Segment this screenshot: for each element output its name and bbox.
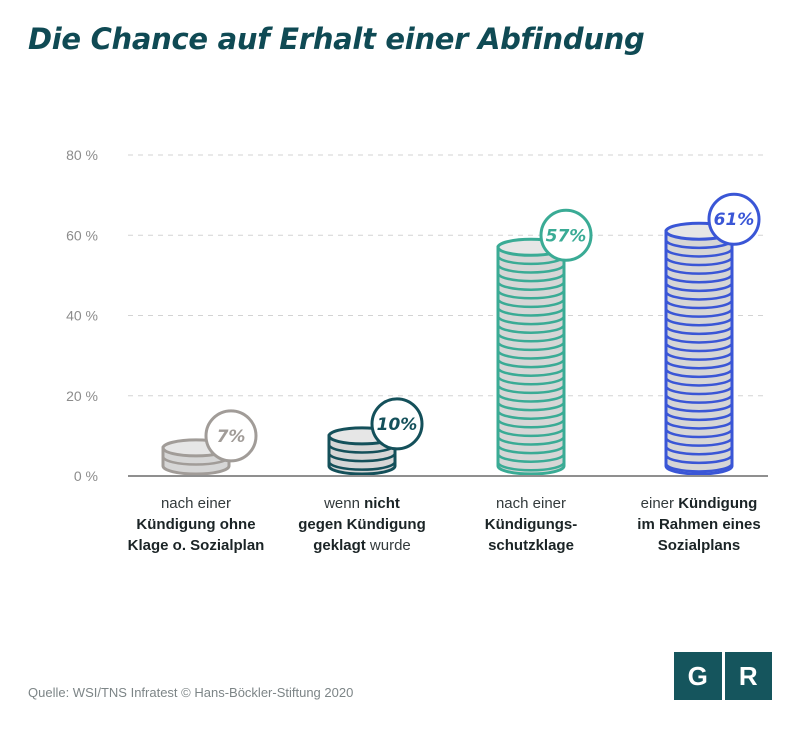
x-tick-label: nach einer Kündigungs-schutzklage xyxy=(484,495,578,554)
coin-edge xyxy=(664,420,734,430)
coin-edge xyxy=(664,463,734,473)
coin-edge xyxy=(664,325,734,336)
coin-edge xyxy=(496,358,566,369)
value-badge xyxy=(539,208,593,262)
coin-edge xyxy=(664,411,734,422)
coin-edge xyxy=(664,402,734,413)
bar-body xyxy=(664,229,734,476)
bar-coin-stack xyxy=(496,237,566,476)
coin-edge xyxy=(496,324,566,334)
coin-edge xyxy=(496,289,566,300)
coin-edge xyxy=(496,350,566,360)
coin-edge xyxy=(664,273,734,284)
coin-edge xyxy=(327,452,397,463)
value-badge xyxy=(370,397,424,451)
chart: 0 % 20 % 40 % 60 % 80 % 7% 10% 57% 61% xyxy=(66,147,768,484)
coin-edge xyxy=(664,437,734,447)
coin-edge xyxy=(664,334,734,344)
data-label: 57% xyxy=(546,226,587,246)
y-tick-label: 20 % xyxy=(66,388,98,404)
logo-letter-g: G xyxy=(674,652,722,700)
y-tick-label: 60 % xyxy=(66,227,98,243)
y-tick-label: 40 % xyxy=(66,308,98,324)
y-tick-label: 0 % xyxy=(74,468,98,484)
coin-edge xyxy=(664,308,734,318)
coin-edge xyxy=(496,341,566,352)
bar-body xyxy=(327,434,397,476)
logo: G R xyxy=(674,652,772,700)
coin-edge xyxy=(496,264,566,274)
data-label: 10% xyxy=(377,415,418,435)
value-badge xyxy=(204,409,258,463)
coin-edge xyxy=(664,359,734,370)
coin-edge xyxy=(496,272,566,283)
coin-edge xyxy=(496,427,566,438)
coin-edge xyxy=(496,444,566,455)
data-label: 7% xyxy=(217,427,246,447)
coin-edge xyxy=(664,385,734,396)
coin-edge xyxy=(496,393,566,403)
coin-edge xyxy=(664,454,734,465)
x-tick-label: einer Kündigung im Rahmen eines Sozialplan… xyxy=(637,495,761,554)
data-label: 61% xyxy=(714,210,755,230)
coin-edge xyxy=(664,299,734,310)
coin-edge xyxy=(496,418,566,429)
coin-edge xyxy=(496,298,566,309)
x-tick-label: wenn nicht gegen Kündigung geklagt wurde xyxy=(298,495,426,554)
coin-edge xyxy=(664,368,734,379)
bar-coin-stack xyxy=(664,221,734,476)
coin-edge xyxy=(496,401,566,412)
source-note: Quelle: WSI/TNS Infratest © Hans-Böckler… xyxy=(28,685,354,700)
coin-edge xyxy=(496,436,566,446)
coin-edge xyxy=(496,281,566,291)
coin-edge xyxy=(496,375,566,386)
y-tick-label: 80 % xyxy=(66,147,98,163)
coin-edge xyxy=(664,428,734,439)
page-title: Die Chance auf Erhalt einer Abfindung xyxy=(28,22,645,56)
logo-letter-r: R xyxy=(724,652,772,700)
coin-edge xyxy=(496,410,566,420)
coin-edge xyxy=(496,332,566,343)
coin-edge xyxy=(664,248,734,258)
coin-edge xyxy=(664,291,734,301)
coin-edge xyxy=(664,394,734,404)
coin-edge xyxy=(496,315,566,326)
coin-edge xyxy=(496,367,566,377)
coin-edge xyxy=(664,316,734,327)
coin-edge xyxy=(664,265,734,275)
coin-edge xyxy=(664,377,734,387)
coin-edge xyxy=(327,461,397,471)
coin-edge xyxy=(664,342,734,353)
coin-edge xyxy=(664,256,734,267)
coin-edge xyxy=(664,445,734,456)
coin-edge xyxy=(496,453,566,463)
value-badge xyxy=(707,192,761,246)
x-tick-label: nach einer Kündigung ohne Klage o. Sozialp… xyxy=(127,495,265,554)
coin-edge xyxy=(664,282,734,293)
coin-edge xyxy=(664,351,734,361)
coin-edge xyxy=(496,384,566,395)
coin-edge xyxy=(496,307,566,317)
coin-edge xyxy=(496,461,566,472)
